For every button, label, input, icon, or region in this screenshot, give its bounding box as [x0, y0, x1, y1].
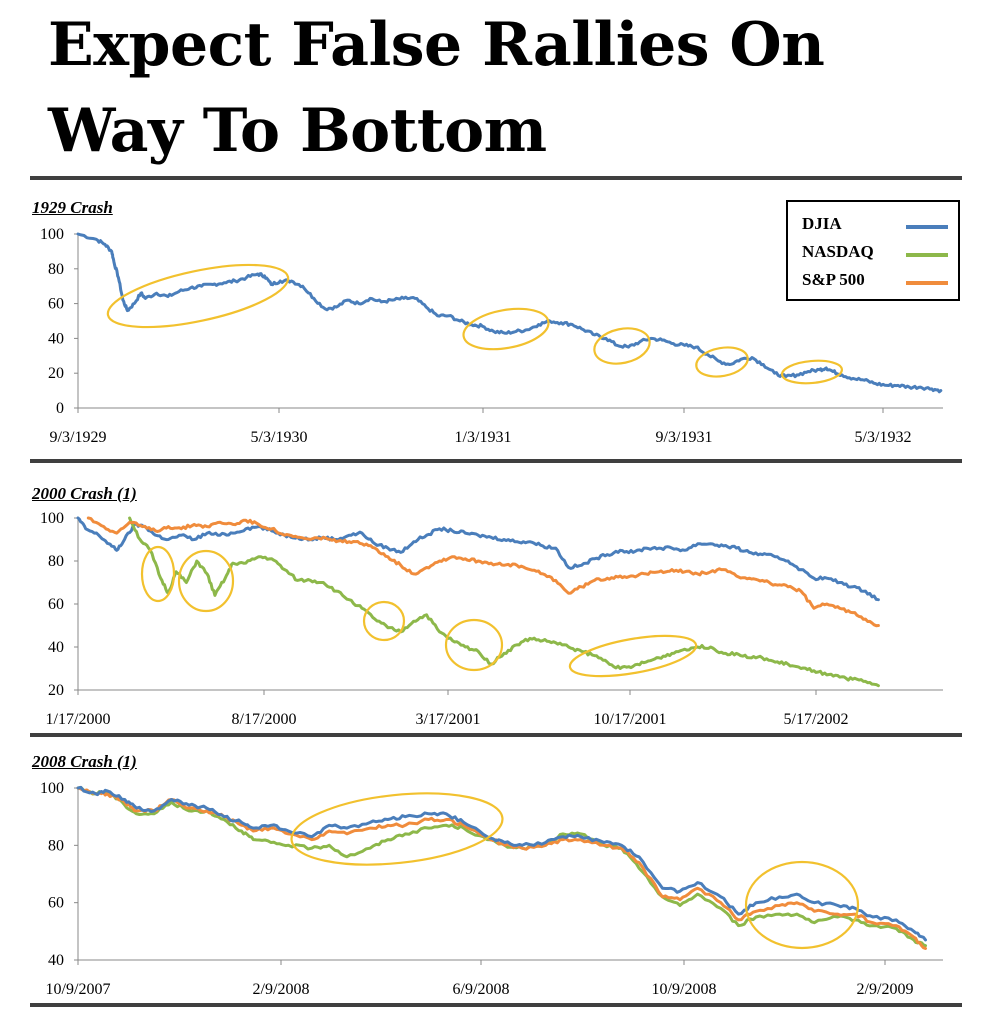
- false-rally-highlight: [140, 545, 176, 603]
- divider-3: [30, 1003, 962, 1007]
- chart-panel-2000: 2000 Crash (1) 20 40 60 80 100 1/17/2000 8/17/…: [0, 476, 990, 734]
- series-line-nasdaq: [128, 516, 880, 688]
- false-rally-highlight: [444, 618, 504, 672]
- title-line-1: Expect False Rallies On: [48, 10, 825, 80]
- legend-swatch-nasdaq: [906, 253, 948, 257]
- chart-title-1929: 1929 Crash: [32, 198, 113, 217]
- y-tick-label: 60: [48, 596, 64, 613]
- y-tick-label: 0: [56, 400, 64, 417]
- y-tick-label: 20: [48, 365, 64, 382]
- x-tick-label: 3/17/2001: [416, 711, 481, 728]
- series-line-djia: [76, 785, 927, 942]
- y-tick-label: 40: [48, 639, 64, 656]
- series-line-sp500: [76, 786, 927, 950]
- y-tick-label: 60: [48, 296, 64, 313]
- x-tick-label: 9/3/1931: [656, 429, 713, 446]
- x-tick-label: 5/3/1930: [251, 429, 308, 446]
- legend-item-sp500: S&P 500: [802, 270, 952, 294]
- legend-item-djia: DJIA: [802, 214, 952, 238]
- top-divider: [30, 176, 962, 180]
- divider-2: [30, 733, 962, 737]
- y-tick-label: 80: [48, 837, 64, 854]
- y-tick-label: 100: [40, 780, 64, 797]
- x-tick-label: 1/3/1931: [455, 429, 512, 446]
- series-line-sp500: [86, 516, 880, 628]
- page-title: Expect False Rallies On Way To Bottom: [48, 2, 948, 174]
- false-rally-highlight: [106, 263, 290, 329]
- chart-2008: 40 60 80 100 10/9/2007 2/9/2008 6/9/2008 10/9/2…: [40, 780, 943, 998]
- chart-1929: 0 20 40 60 80 100 9/3/1929 5/3/1930 1/3/1931 9/3/…: [40, 226, 943, 446]
- legend-swatch-djia: [906, 225, 948, 229]
- x-tick-label: 2/9/2008: [253, 981, 310, 998]
- legend-label-djia: DJIA: [802, 214, 842, 233]
- x-tick-label: 10/17/2001: [594, 711, 667, 728]
- false-rally-highlight: [290, 792, 504, 866]
- divider-1: [30, 459, 962, 463]
- y-tick-label: 20: [48, 682, 64, 699]
- series-line-djia: [76, 232, 943, 394]
- legend-label-nasdaq: NASDAQ: [802, 242, 874, 261]
- chart-panel-1929: 1929 Crash 0 20 40 60 80 100 9/3/1929 5/3/1930 1…: [0, 190, 990, 460]
- y-tick-label: 80: [48, 261, 64, 278]
- series-line-djia: [76, 516, 880, 602]
- chart-2000: 20 40 60 80 100 1/17/2000 8/17/2000 3/17/2001 10…: [40, 510, 943, 728]
- chart-title-2000: 2000 Crash (1): [32, 484, 137, 503]
- title-line-2: Way To Bottom: [48, 96, 547, 166]
- false-rally-highlight: [177, 549, 235, 613]
- false-rally-highlight: [695, 346, 749, 378]
- legend-item-nasdaq: NASDAQ: [802, 242, 952, 266]
- legend-label-sp500: S&P 500: [802, 270, 865, 289]
- x-tick-label: 2/9/2009: [857, 981, 914, 998]
- y-tick-label: 40: [48, 952, 64, 969]
- x-tick-label: 5/17/2002: [784, 711, 849, 728]
- x-tick-label: 10/9/2008: [652, 981, 717, 998]
- y-tick-label: 100: [40, 510, 64, 527]
- y-tick-label: 60: [48, 895, 64, 912]
- chart-panel-2008: 2008 Crash (1) 40 60 80 100 10/9/2007 2/9/200…: [0, 746, 990, 1008]
- false-rally-highlight: [362, 600, 406, 642]
- x-tick-label: 8/17/2000: [232, 711, 297, 728]
- x-tick-label: 6/9/2008: [453, 981, 510, 998]
- false-rally-highlight: [568, 634, 698, 678]
- x-tick-label: 5/3/1932: [855, 429, 912, 446]
- x-tick-label: 10/9/2007: [46, 981, 111, 998]
- false-rally-highlight: [780, 359, 844, 385]
- x-tick-label: 9/3/1929: [50, 429, 107, 446]
- chart-title-2008: 2008 Crash (1): [32, 752, 137, 771]
- legend: DJIA NASDAQ S&P 500: [786, 200, 960, 301]
- legend-swatch-sp500: [906, 281, 948, 285]
- false-rally-highlight: [744, 860, 860, 950]
- y-tick-label: 80: [48, 553, 64, 570]
- x-tick-label: 1/17/2000: [46, 711, 111, 728]
- y-tick-label: 100: [40, 226, 64, 243]
- false-rally-highlight: [462, 307, 550, 351]
- false-rally-highlight: [593, 327, 651, 365]
- y-tick-label: 40: [48, 330, 64, 347]
